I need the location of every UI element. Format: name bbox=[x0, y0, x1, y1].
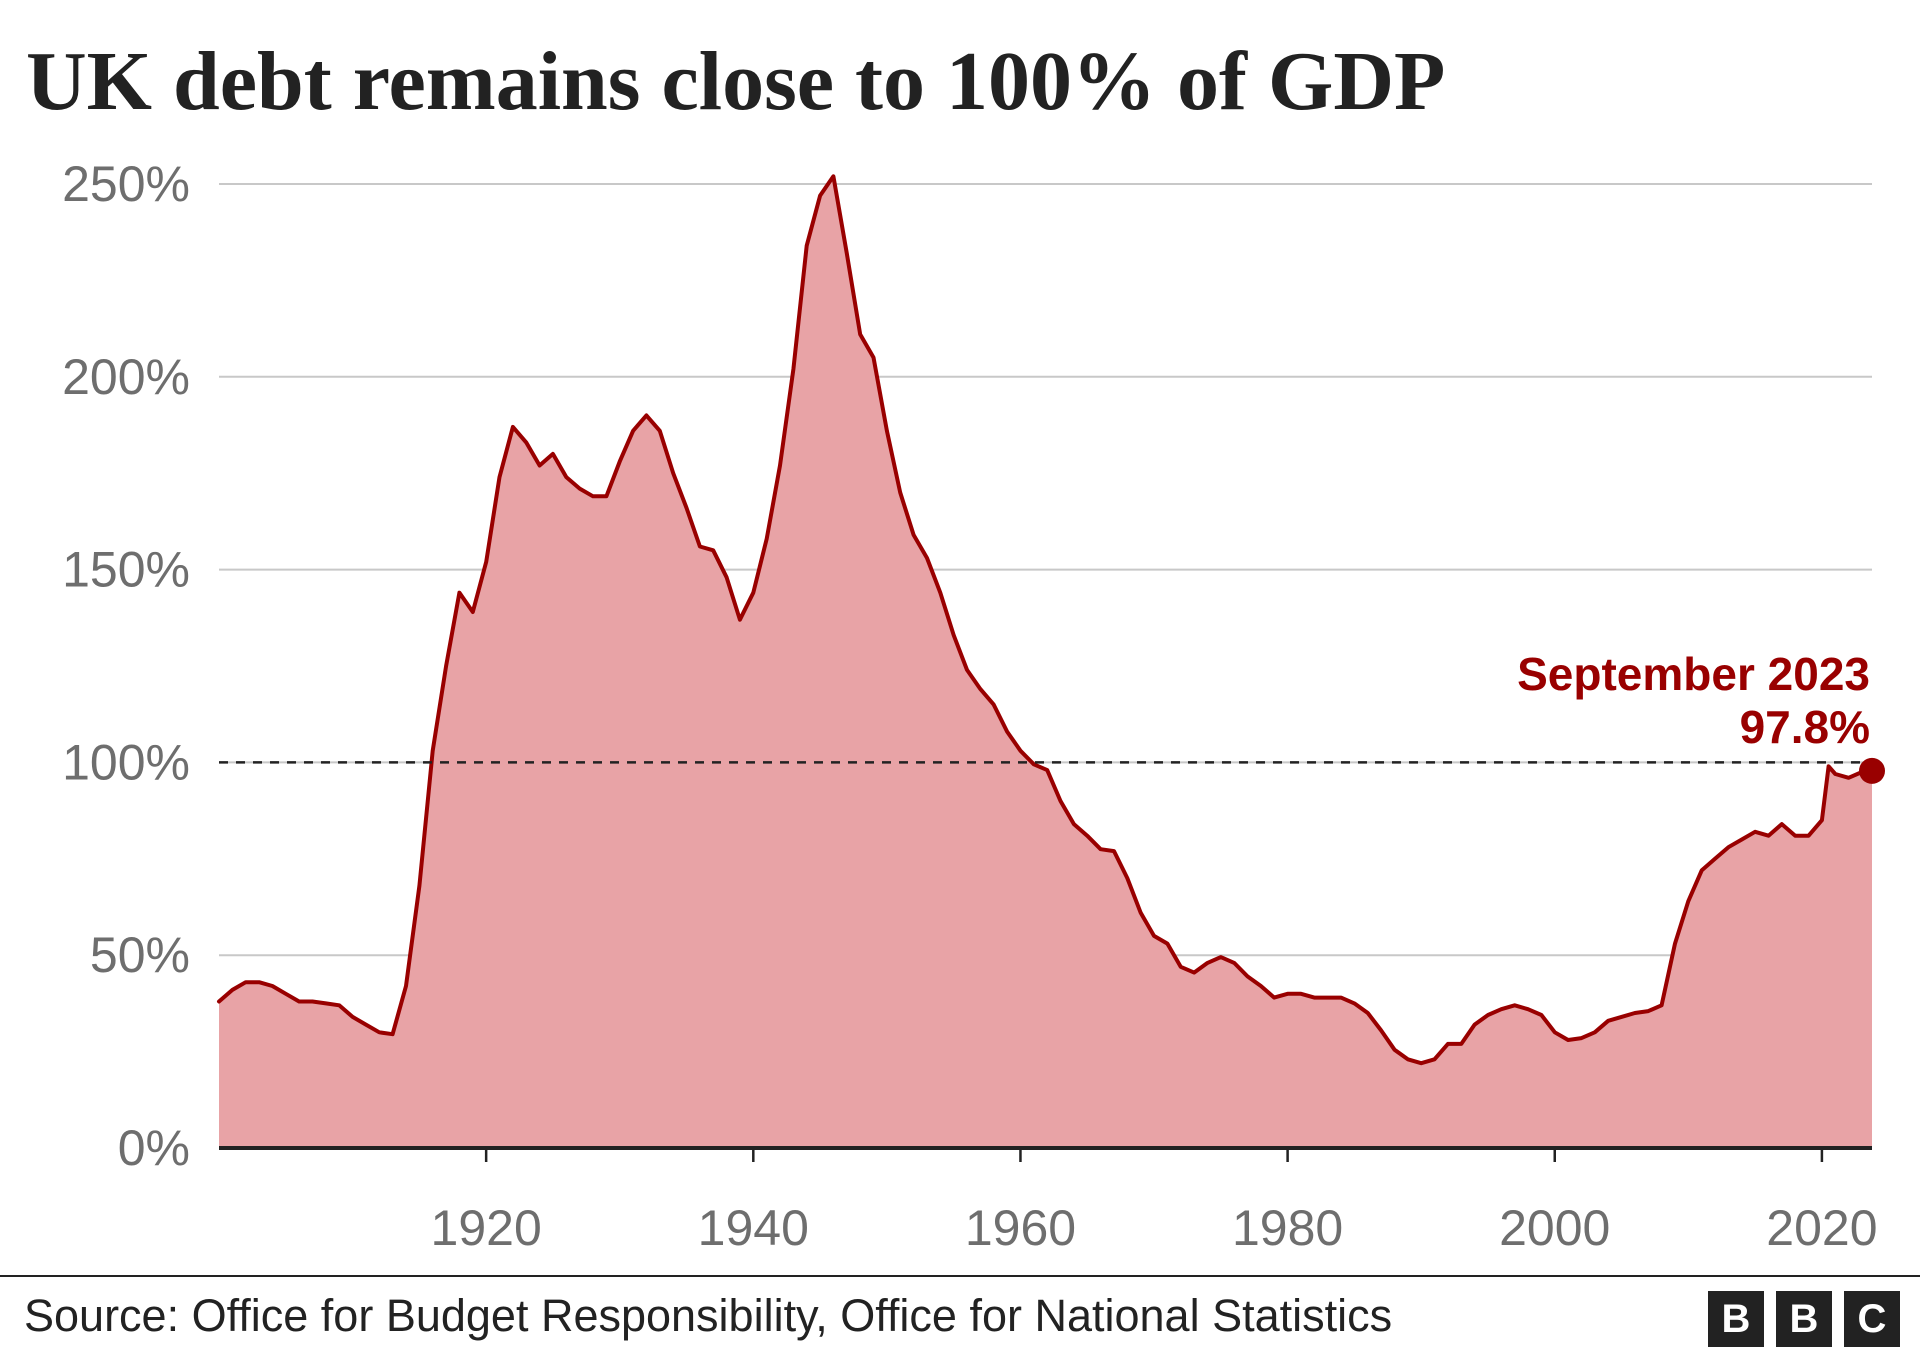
debt-to-gdp-chart: 250% 200% 150% 100% 50% 0% 1920 1940 1960 1980 20… bbox=[62, 156, 1885, 1256]
plot-area bbox=[217, 174, 1874, 1149]
y-tick-label: 100% bbox=[62, 734, 190, 790]
x-tick-label: 1920 bbox=[431, 1200, 542, 1256]
endpoint-marker bbox=[1859, 757, 1885, 784]
x-tick-label: 2020 bbox=[1766, 1200, 1877, 1256]
bbc-logo: B B C bbox=[1708, 1291, 1900, 1347]
y-tick-label: 200% bbox=[62, 349, 190, 405]
logo-letter-b1: B bbox=[1708, 1291, 1764, 1347]
footer-divider bbox=[0, 1275, 1920, 1277]
debt-series-line bbox=[217, 174, 1874, 1066]
x-tick-label: 1960 bbox=[965, 1200, 1076, 1256]
annotation-label: September 2023 bbox=[1517, 648, 1870, 700]
debt-area-fill bbox=[219, 176, 1872, 1149]
source-note: Source: Office for Budget Responsibility… bbox=[24, 1290, 1393, 1341]
y-tick-label: 50% bbox=[90, 927, 190, 983]
x-tick-label: 2000 bbox=[1499, 1200, 1610, 1256]
chart-title: UK debt remains close to 100% of GDP bbox=[26, 35, 1446, 128]
x-tick-label: 1940 bbox=[698, 1200, 809, 1256]
y-tick-label: 250% bbox=[62, 156, 190, 212]
logo-letter-b2: B bbox=[1776, 1291, 1832, 1347]
logo-letter-c: C bbox=[1844, 1291, 1900, 1347]
x-axis: 1920 1940 1960 1980 2000 2020 bbox=[219, 1146, 1878, 1256]
y-tick-label: 150% bbox=[62, 542, 190, 598]
y-axis-tick-labels: 250% 200% 150% 100% 50% 0% bbox=[62, 156, 190, 1176]
y-tick-label: 0% bbox=[118, 1120, 190, 1176]
annotation-value-label: 97.8% bbox=[1740, 701, 1870, 753]
x-tick-label: 1980 bbox=[1232, 1200, 1343, 1256]
